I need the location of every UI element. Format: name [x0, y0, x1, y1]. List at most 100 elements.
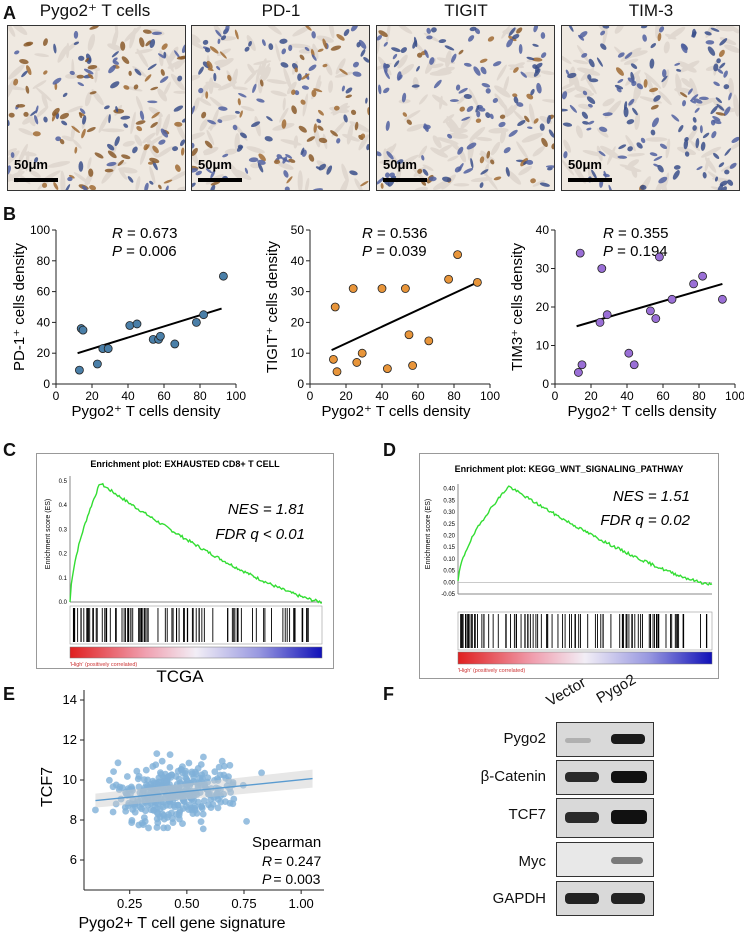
stained-nucleus: [533, 118, 539, 124]
data-point: [153, 750, 161, 758]
data-point: [109, 808, 117, 816]
band-pygo2: [611, 810, 647, 824]
stained-nucleus: [25, 42, 32, 46]
x-tick-label: 80: [692, 389, 706, 403]
stained-nucleus: [715, 112, 726, 116]
y-tick-label: 60: [37, 285, 51, 299]
tissue-fiber: [216, 48, 231, 56]
stained-nucleus: [161, 43, 168, 50]
nucleus: [202, 39, 209, 45]
data-point: [221, 762, 228, 770]
nucleus: [312, 188, 324, 190]
gsea-y-tick: 0.00: [443, 580, 455, 586]
tissue-fiber: [540, 70, 554, 75]
blot-label-gapdh: GAPDH: [492, 890, 546, 907]
tissue-fiber: [634, 112, 641, 130]
nucleus: [716, 68, 724, 74]
nucleus: [64, 184, 71, 190]
nucleus: [630, 63, 638, 69]
nucleus: [468, 35, 475, 42]
nucleus: [640, 184, 647, 190]
band-pygo2: [611, 857, 643, 864]
band-pygo2: [611, 771, 647, 783]
gsea-ylabel: Enrichment score (ES): [425, 499, 432, 569]
nucleus: [288, 44, 293, 52]
nucleus: [596, 57, 603, 67]
tissue-fiber: [432, 94, 448, 106]
nucleus: [21, 70, 28, 78]
nucleus: [567, 72, 577, 79]
panel-label-b: B: [3, 204, 16, 224]
tissue-fiber: [354, 178, 364, 190]
tissue-fiber: [11, 26, 28, 35]
nucleus: [421, 155, 425, 161]
nucleus: [707, 46, 716, 56]
tissue-fiber: [142, 132, 156, 144]
tissue-fiber: [614, 26, 625, 34]
stained-nucleus: [479, 156, 485, 164]
nucleus: [731, 136, 739, 143]
nucleus: [695, 138, 700, 149]
y-tick-label: 100: [30, 223, 50, 237]
stained-nucleus: [551, 143, 554, 150]
stat-p: P = 0.006: [112, 243, 177, 260]
tissue-fiber: [563, 139, 572, 153]
stained-nucleus: [219, 51, 227, 59]
scale-bar: [14, 178, 58, 182]
nucleus: [195, 170, 202, 176]
stat-r: R = 0.355: [603, 225, 668, 242]
tissue-fiber: [253, 60, 272, 65]
nucleus: [539, 182, 550, 187]
tissue-fiber: [65, 73, 78, 79]
enrichment-curve: [69, 482, 323, 604]
nucleus: [53, 43, 57, 54]
stained-nucleus: [313, 123, 317, 133]
data-point: [624, 348, 634, 358]
tissue-fiber: [724, 44, 739, 53]
nucleus: [603, 170, 607, 178]
data-point: [243, 817, 250, 825]
tissue-fiber: [60, 170, 66, 190]
x-tick-label: 40: [121, 389, 135, 403]
nucleus: [316, 118, 322, 124]
data-point: [218, 757, 226, 765]
nucleus: [719, 180, 728, 187]
nucleus: [705, 40, 715, 45]
data-point: [78, 325, 88, 335]
stained-nucleus: [123, 85, 130, 90]
data-point: [192, 768, 199, 776]
tissue-fiber: [8, 148, 17, 158]
stained-nucleus: [499, 114, 506, 119]
tissue-fiber: [47, 160, 71, 168]
nucleus: [678, 124, 684, 133]
stained-nucleus: [59, 112, 70, 120]
stained-nucleus: [299, 54, 305, 61]
nucleus: [83, 68, 94, 75]
nucleus: [104, 105, 110, 110]
nucleus: [562, 108, 568, 112]
tissue-fiber: [176, 123, 185, 141]
scale-bar-label: 50μm: [198, 157, 232, 172]
stained-nucleus: [350, 109, 357, 116]
stained-nucleus: [145, 144, 150, 151]
blot-label-myc: Myc: [518, 853, 547, 870]
nucleus: [463, 168, 474, 174]
stained-nucleus: [322, 38, 328, 49]
nucleus: [248, 40, 252, 47]
y-tick-label: 10: [536, 339, 550, 353]
nucleus: [215, 29, 222, 38]
tissue-fiber: [17, 143, 28, 165]
nucleus: [147, 100, 158, 104]
data-point: [332, 367, 342, 377]
stained-nucleus: [301, 73, 310, 80]
tissue-fiber: [197, 97, 212, 106]
nucleus: [623, 106, 629, 118]
nucleus: [251, 121, 261, 128]
stained-nucleus: [76, 74, 85, 79]
data-point: [162, 793, 169, 801]
tissue-fiber: [94, 69, 98, 83]
nucleus: [341, 85, 345, 92]
stained-nucleus: [317, 48, 324, 53]
nucleus: [204, 47, 211, 53]
gsea-y-tick: 0.25: [443, 522, 455, 528]
